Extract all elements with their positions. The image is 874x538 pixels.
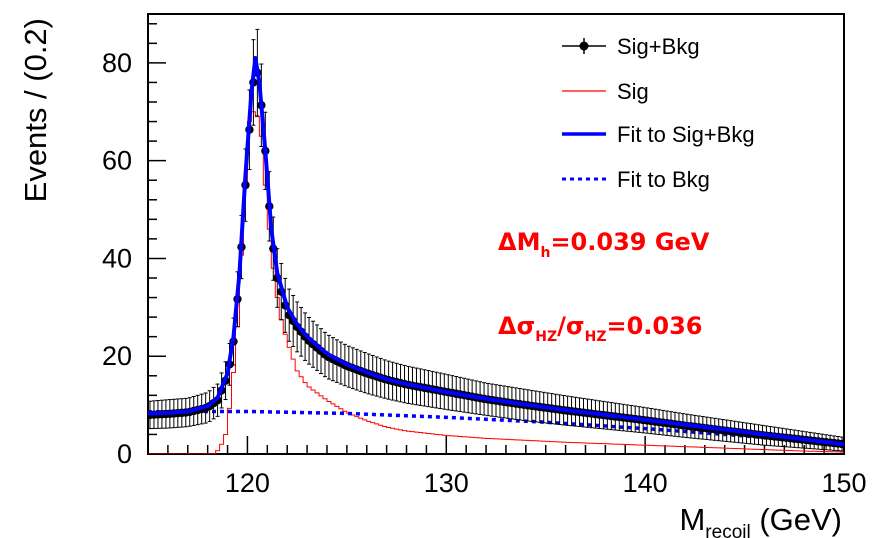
y-tick-label: 40 — [102, 243, 132, 273]
annotation-delta-mh: ΔMh=0.039 GeV — [498, 228, 710, 261]
x-tick-label: 150 — [821, 468, 866, 498]
x-tick-label: 140 — [623, 468, 668, 498]
y-axis-title: Events / (0.2) — [18, 18, 53, 202]
annotation-delta-sigma: ΔσHZ/σHZ=0.036 — [498, 312, 703, 345]
y-tick-label: 0 — [117, 439, 132, 469]
x-axis-title: Mrecoil (GeV) — [679, 502, 842, 538]
series-sig-histogram — [148, 111, 844, 454]
plot-frame — [147, 13, 845, 455]
x-tick-label: 130 — [424, 468, 469, 498]
legend-entry-fit-sig-bkg: Fit to Sig+Bkg — [562, 122, 755, 147]
legend-label-sig: Sig — [617, 79, 649, 104]
y-tick-label: 20 — [102, 341, 132, 371]
series-layer — [148, 28, 844, 454]
tick-labels: 120 130 140 150 0 20 40 60 80 — [102, 48, 867, 498]
y-tick-label: 60 — [102, 146, 132, 176]
legend-label-sig-bkg: Sig+Bkg — [617, 34, 700, 59]
legend: Sig+Bkg Sig Fit to Sig+Bkg Fit to Bkg — [562, 34, 755, 192]
series-fit-sig-bkg-line — [148, 56, 844, 447]
legend-entry-fit-bkg: Fit to Bkg — [562, 167, 710, 192]
x-tick-label: 120 — [225, 468, 270, 498]
legend-entry-sig-bkg: Sig+Bkg — [562, 34, 700, 59]
legend-marker-sig-bkg — [579, 41, 589, 51]
legend-entry-sig: Sig — [562, 79, 649, 104]
y-tick-label: 80 — [102, 48, 132, 78]
series-fit-bkg-line — [148, 409, 844, 446]
legend-label-fit-sig-bkg: Fit to Sig+Bkg — [617, 122, 755, 147]
legend-label-fit-bkg: Fit to Bkg — [617, 167, 710, 192]
